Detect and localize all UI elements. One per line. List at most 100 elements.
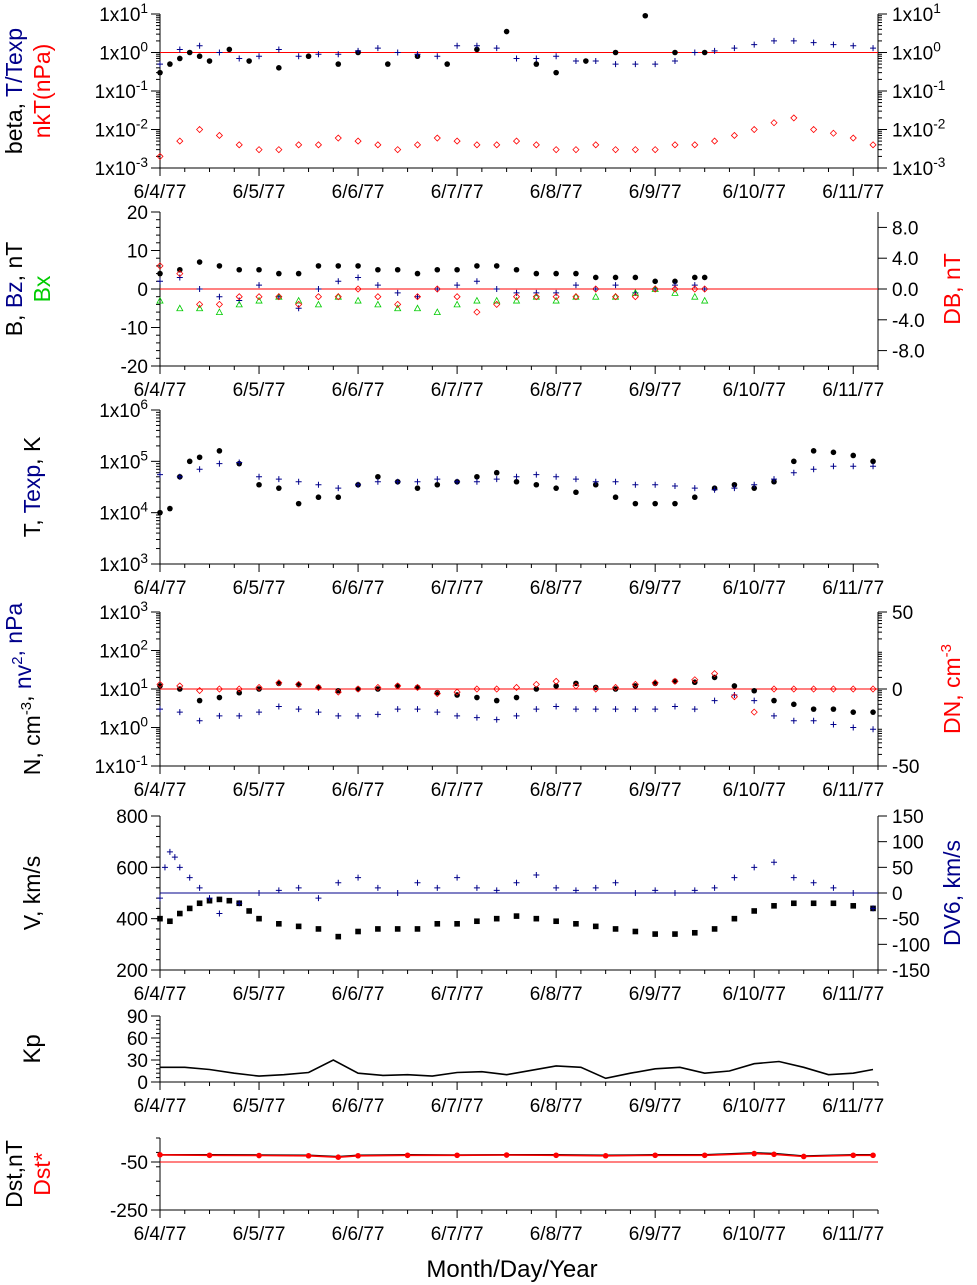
data-point [533,61,540,67]
data-point [512,293,521,301]
data-point [493,263,500,269]
data-point [394,304,402,312]
data-point [771,476,778,483]
data-point [176,274,183,281]
x-tick-label: 6/5/77 [233,380,286,401]
data-point [473,42,480,49]
data-point [216,694,223,701]
y2-tick-label: 1x101 [892,1,941,26]
data-point [414,51,421,58]
x-tick-label: 6/4/77 [134,380,187,401]
x-tick-label: 6/9/77 [629,780,682,801]
y-tick-label: 1x10-3 [95,155,148,180]
data-point [355,481,362,488]
data-point [691,292,699,300]
data-point [275,679,283,687]
data-point [256,1152,262,1159]
data-point [691,887,698,894]
data-point [394,146,402,154]
data-point [375,266,381,273]
panel-temp: 1x103 1x104 1x105 1x106 6/4/77 6/5/77 6/6/77 6/… [19,397,884,599]
data-point [592,884,599,891]
series-b [157,259,708,285]
data-point [295,680,303,688]
data-point [195,304,204,312]
data-point [513,913,520,919]
data-point [474,46,480,53]
data-point [295,141,303,149]
data-point [533,686,540,692]
x-tick-label: 6/6/77 [332,1096,385,1117]
data-point [276,921,282,927]
y2-tick-label: 50 [892,858,913,879]
data-point [315,263,322,269]
data-point [414,879,421,886]
y-axis-label: Kp [19,1034,46,1063]
y-tick-label: 1x10-2 [95,117,148,142]
x-tick-label: 6/5/77 [233,1224,286,1245]
x-tick-label: 6/5/77 [233,780,286,801]
data-point [791,458,797,465]
series-dn [156,670,877,716]
data-point [592,285,600,293]
data-point [206,895,213,902]
x-tick-label: 6/4/77 [134,578,187,599]
data-point [394,926,401,932]
data-point [413,141,422,149]
data-point [830,900,837,907]
data-point [156,262,164,270]
data-point [810,466,817,473]
data-point [384,61,391,67]
data-point [583,58,589,64]
data-point [404,1152,411,1159]
data-point [414,293,421,300]
x-tick-label: 6/8/77 [530,780,583,801]
x-tick-label: 6/11/77 [822,1224,884,1245]
data-point [810,717,817,724]
y-tick-label: 30 [127,1051,148,1072]
y-tick-label: 1x10-1 [95,753,148,778]
data-point [177,55,183,62]
x-tick-label: 6/8/77 [530,182,583,203]
data-point [751,697,758,704]
y2-tick-label: 50 [892,603,913,624]
x-tick-label: 6/6/77 [332,1224,385,1245]
data-point [631,146,639,154]
x-tick-label: 6/10/77 [723,984,786,1005]
data-point [156,680,164,688]
data-point [473,714,480,721]
data-point [434,884,441,891]
data-point [315,895,322,902]
data-point [374,683,382,692]
data-point [513,289,520,296]
data-point [335,712,342,719]
data-point [731,691,738,698]
data-point [275,703,282,710]
data-point [493,141,501,149]
data-point [513,712,520,719]
x-tick-label: 6/10/77 [723,380,786,401]
data-point [473,685,481,693]
data-point [513,473,520,480]
data-point [711,47,718,54]
data-point [701,285,709,293]
data-point [731,485,738,492]
data-point [751,485,758,491]
data-point [533,270,540,277]
data-point [453,688,461,696]
data-point [236,297,243,304]
data-point [870,709,876,715]
y2-tick-label: 1x100 [892,40,941,65]
data-point [177,266,183,273]
data-point [790,717,797,724]
data-point [612,478,619,485]
data-point [167,918,173,925]
series-dst- [157,1150,876,1160]
data-point [215,308,224,315]
series-db [156,262,709,316]
data-point [216,910,223,917]
y-tick-label: -250 [110,1201,148,1222]
data-point [691,676,699,684]
x-tick-label: 6/9/77 [629,1224,682,1245]
